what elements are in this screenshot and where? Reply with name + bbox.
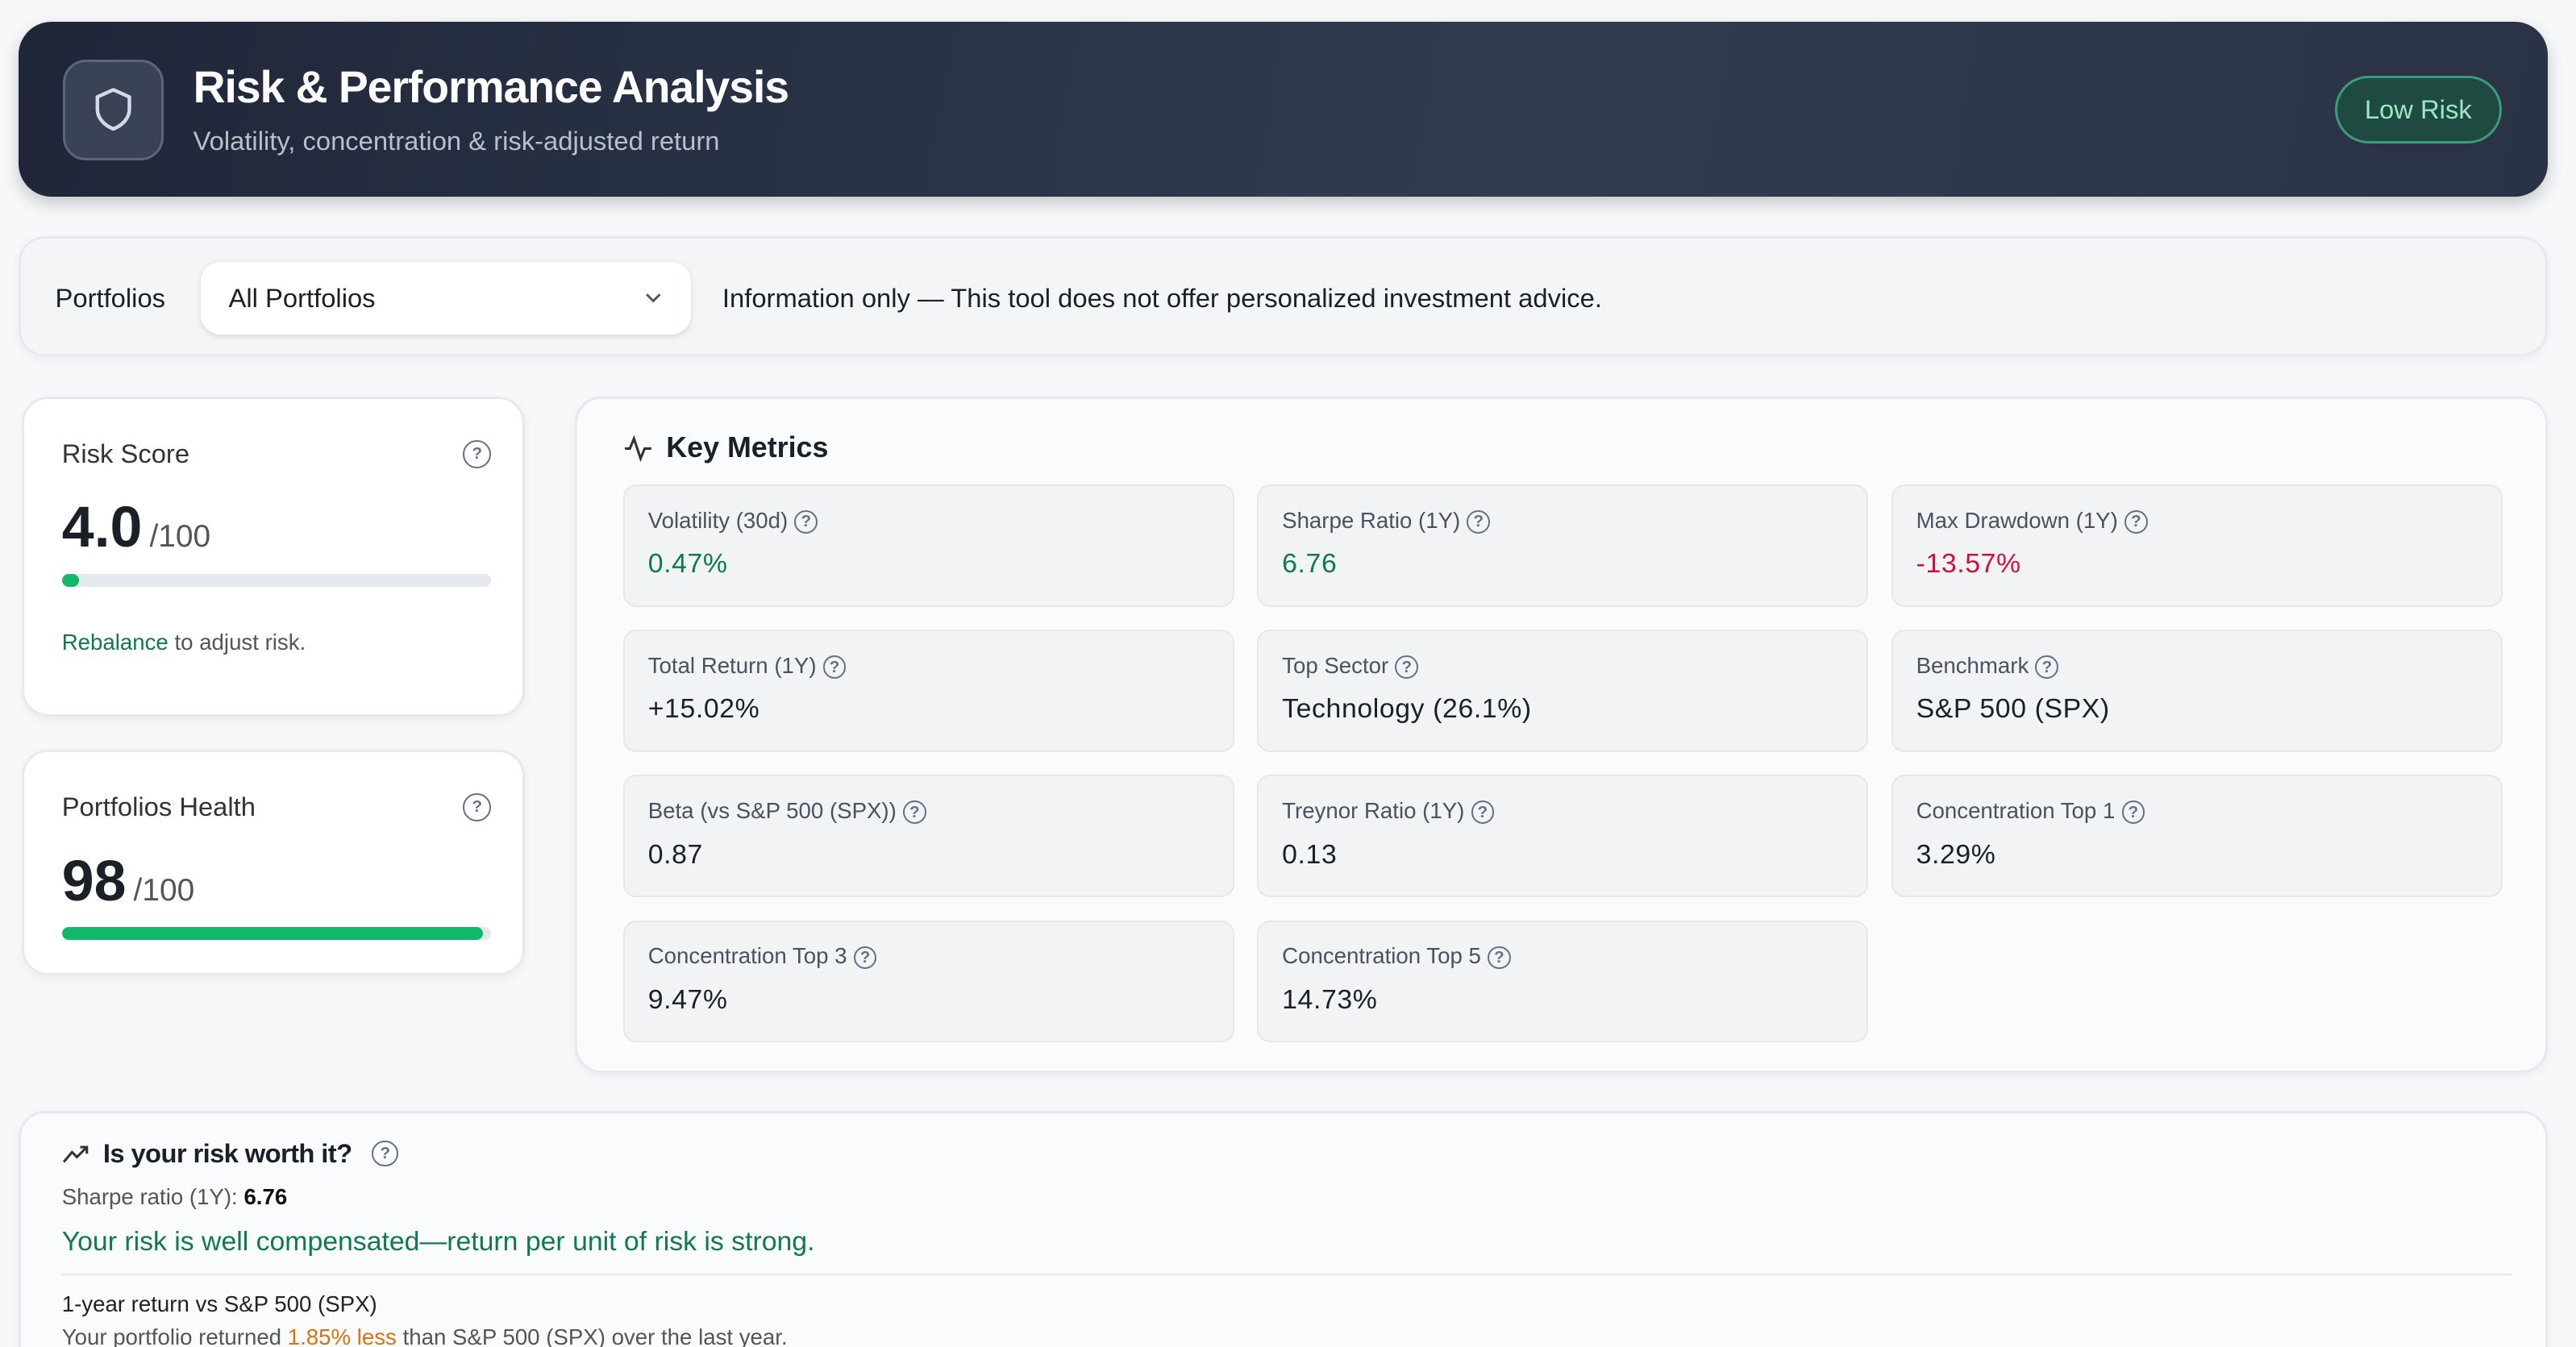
risk-score-max: /100 xyxy=(149,519,211,555)
metric-value: 14.73% xyxy=(1282,983,1378,1015)
help-icon[interactable]: ? xyxy=(372,1140,398,1167)
health-value: 98 xyxy=(61,848,127,913)
key-metrics-card: Key Metrics Volatility (30d)? 0.47% Sharpe… xyxy=(574,396,2549,1074)
help-icon[interactable]: ? xyxy=(794,509,818,534)
page-header: Risk & Performance Analysis Volatility, … xyxy=(18,21,2549,197)
key-metrics-title: Key Metrics xyxy=(666,431,829,464)
metric-tile: Volatility (30d)? 0.47% xyxy=(623,484,1234,607)
metric-value: S&P 500 (SPX) xyxy=(1916,693,2110,725)
metric-tile: Beta (vs S&P 500 (SPX))? 0.87 xyxy=(623,775,1234,897)
metric-tile: Treynor Ratio (1Y)? 0.13 xyxy=(1257,775,1869,897)
metric-tile: Concentration Top 3? 9.47% xyxy=(623,920,1234,1043)
metric-value: +15.02% xyxy=(647,693,760,725)
help-icon[interactable]: ? xyxy=(1467,509,1491,534)
risk-worth-card: Is your risk worth it? ? Sharpe ratio (1… xyxy=(18,1111,2549,1347)
activity-icon xyxy=(625,434,651,462)
risk-score-value: 4.0 xyxy=(61,495,143,560)
shield-icon xyxy=(62,59,164,160)
health-bar xyxy=(61,926,492,941)
health-bar-fill xyxy=(61,926,483,941)
metric-value: Technology (26.1%) xyxy=(1282,693,1532,725)
compare-text: Your portfolio returned 1.85% less than … xyxy=(62,1324,788,1347)
metric-tile: Concentration Top 1? 3.29% xyxy=(1891,775,2503,897)
key-metrics-header: Key Metrics xyxy=(623,431,828,464)
metric-value: 6.76 xyxy=(1282,548,1338,580)
risk-worth-header: Is your risk worth it? ? xyxy=(62,1138,398,1169)
metric-label: Concentration Top 3? xyxy=(648,943,1209,970)
metric-value: 3.29% xyxy=(1916,838,1996,870)
risk-level-badge: Low Risk xyxy=(2334,76,2502,144)
metric-value: 9.47% xyxy=(647,983,728,1015)
metric-tile: Concentration Top 5? 14.73% xyxy=(1257,920,1869,1043)
portfolio-select[interactable]: All Portfolios xyxy=(200,261,691,335)
compare-suffix: than S&P 500 (SPX) over the last year. xyxy=(402,1324,788,1347)
risk-verdict: Your risk is well compensated—return per… xyxy=(61,1225,815,1257)
metric-value: 0.87 xyxy=(647,838,703,870)
metric-label: Beta (vs S&P 500 (SPX))? xyxy=(648,798,1209,825)
metric-tile: Total Return (1Y)? +15.02% xyxy=(623,630,1234,752)
page-title: Risk & Performance Analysis xyxy=(193,61,789,112)
help-icon[interactable]: ? xyxy=(2121,800,2145,825)
metric-label: Sharpe Ratio (1Y)? xyxy=(1282,508,1843,534)
help-icon[interactable]: ? xyxy=(463,792,492,821)
portfolios-label: Portfolios xyxy=(55,283,166,314)
sharpe-line: Sharpe ratio (1Y): 6.76 xyxy=(62,1184,288,1210)
health-value-row: 98 /100 xyxy=(62,848,195,914)
risk-score-value-row: 4.0 /100 xyxy=(62,494,210,560)
compare-diff: 1.85% less xyxy=(287,1324,397,1347)
help-icon[interactable]: ? xyxy=(2124,509,2148,534)
page-subtitle: Volatility, concentration & risk-adjuste… xyxy=(193,125,720,156)
metric-tile: Top Sector? Technology (26.1%) xyxy=(1257,630,1869,752)
metric-tile: Max Drawdown (1Y)? -13.57% xyxy=(1891,484,2503,607)
compare-title: 1-year return vs S&P 500 (SPX) xyxy=(61,1291,377,1317)
metric-value: -13.57% xyxy=(1916,548,2021,580)
metric-label: Concentration Top 5? xyxy=(1282,943,1843,970)
filter-bar: Portfolios All Portfolios Information on… xyxy=(18,235,2549,357)
risk-score-card: Risk Score ? 4.0 /100 Rebalance to adjus… xyxy=(21,396,526,717)
health-card: Portfolios Health ? 98 /100 xyxy=(21,749,526,976)
rebalance-hint: Rebalance to adjust risk. xyxy=(62,630,306,655)
chevron-down-icon xyxy=(643,283,664,313)
help-icon[interactable]: ? xyxy=(1471,800,1495,825)
metric-label: Concentration Top 1? xyxy=(1916,798,2478,825)
rebalance-hint-text: to adjust risk. xyxy=(174,630,306,655)
metric-label: Top Sector? xyxy=(1282,653,1843,679)
help-icon[interactable]: ? xyxy=(903,800,926,825)
risk-score-bar xyxy=(61,573,492,587)
help-icon[interactable]: ? xyxy=(853,946,877,970)
help-icon[interactable]: ? xyxy=(1395,655,1419,679)
metric-tile: Benchmark? S&P 500 (SPX) xyxy=(1891,630,2503,752)
disclaimer-text: Information only — This tool does not of… xyxy=(722,283,1602,314)
rebalance-link[interactable]: Rebalance xyxy=(61,630,169,655)
sharpe-value: 6.76 xyxy=(243,1184,288,1210)
sharpe-label: Sharpe ratio (1Y): xyxy=(61,1184,238,1210)
risk-score-bar-fill xyxy=(61,573,79,587)
divider xyxy=(61,1273,2512,1275)
help-icon[interactable]: ? xyxy=(2035,655,2059,679)
risk-worth-title: Is your risk worth it? xyxy=(102,1138,352,1169)
risk-score-title: Risk Score xyxy=(61,438,190,468)
metric-label: Volatility (30d)? xyxy=(648,508,1209,534)
metric-tile: Sharpe Ratio (1Y)? 6.76 xyxy=(1257,484,1869,607)
metric-label: Treynor Ratio (1Y)? xyxy=(1282,798,1843,825)
help-icon[interactable]: ? xyxy=(463,439,492,468)
compare-prefix: Your portfolio returned xyxy=(61,1324,282,1347)
trending-up-icon xyxy=(62,1145,88,1163)
metric-value: 0.47% xyxy=(647,548,728,580)
health-title: Portfolios Health xyxy=(61,791,256,821)
metric-label: Benchmark? xyxy=(1916,653,2478,679)
metric-value: 0.13 xyxy=(1282,838,1338,870)
health-max: /100 xyxy=(133,872,195,908)
metric-label: Total Return (1Y)? xyxy=(648,653,1209,679)
metric-label: Max Drawdown (1Y)? xyxy=(1916,508,2478,534)
help-icon[interactable]: ? xyxy=(822,655,847,679)
help-icon[interactable]: ? xyxy=(1488,946,1511,970)
portfolio-select-value: All Portfolios xyxy=(228,283,376,314)
